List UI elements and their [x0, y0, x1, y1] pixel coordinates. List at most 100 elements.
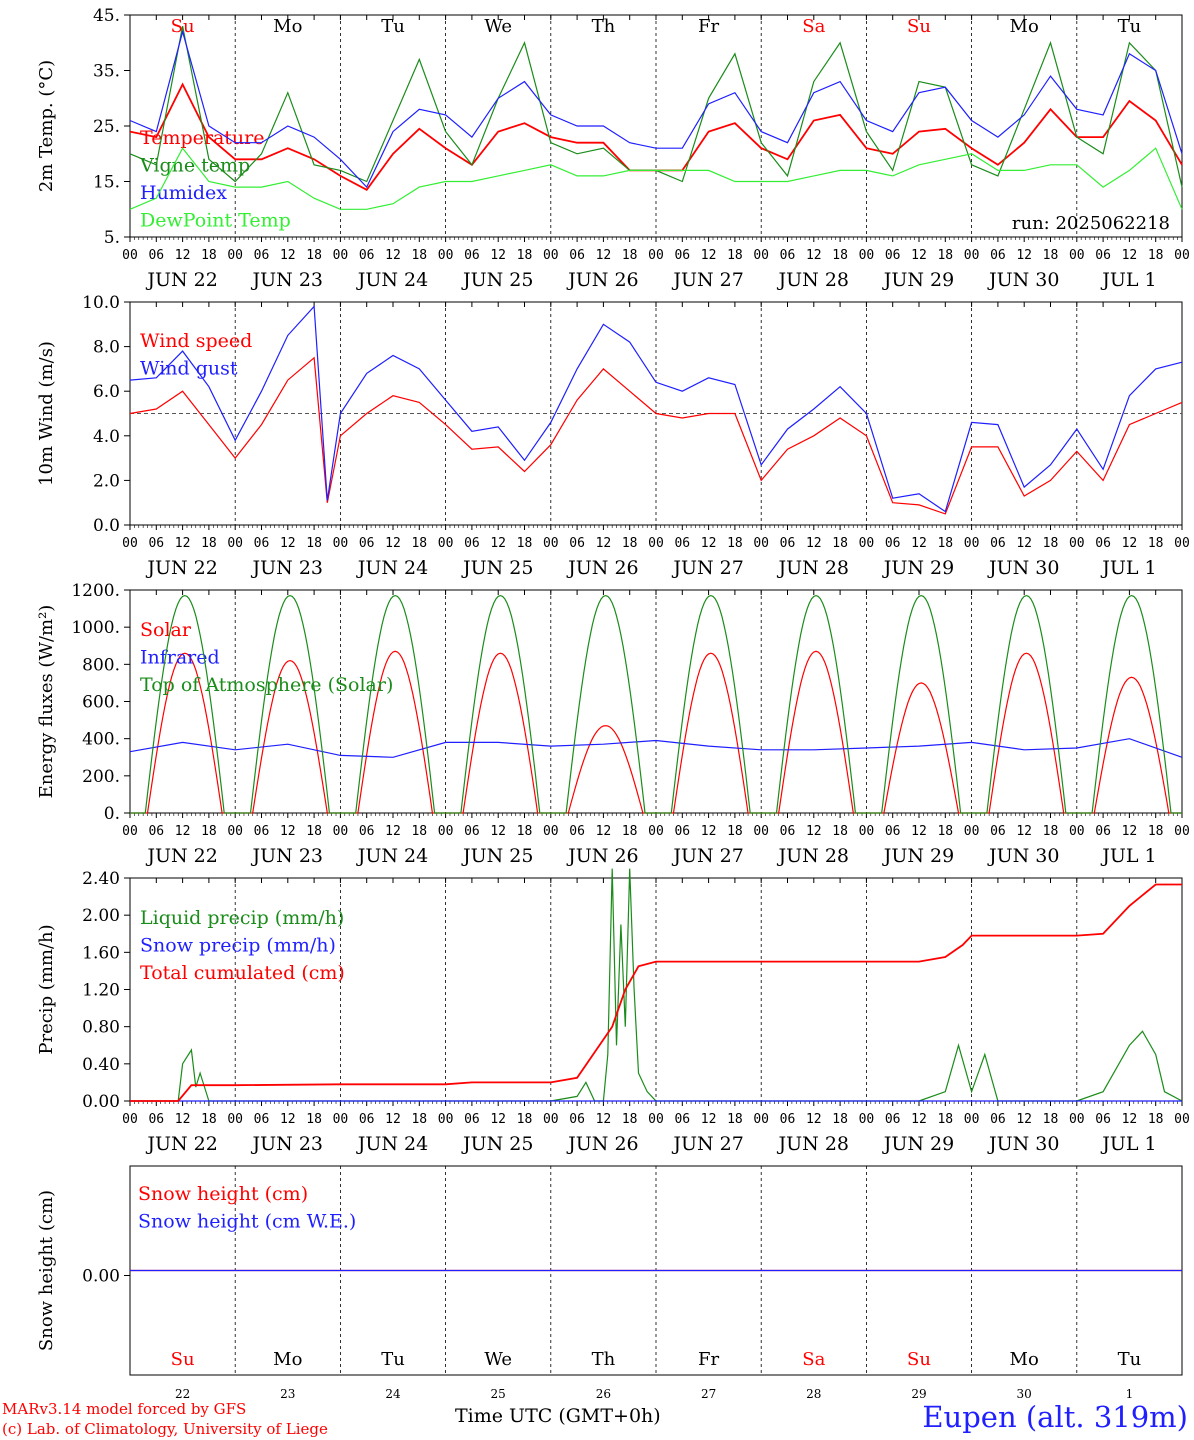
hour-tick-label: 06 — [885, 536, 901, 551]
date-label: JUN 29 — [882, 1133, 954, 1155]
hour-tick-label: 00 — [227, 248, 243, 263]
hour-tick-label: 06 — [990, 1112, 1006, 1127]
hour-tick-label: 00 — [964, 1112, 980, 1127]
hour-tick-label: 00 — [122, 824, 138, 839]
hour-tick-label: 12 — [175, 248, 191, 263]
date-label: JUN 22 — [145, 269, 217, 291]
hour-tick-label: 06 — [464, 248, 480, 263]
hour-tick-label: 00 — [122, 1112, 138, 1127]
hour-tick-label: 18 — [727, 248, 743, 263]
y-axis-label: 10m Wind (m/s) — [36, 341, 57, 486]
weekday-label: Fr — [698, 16, 719, 37]
hour-tick-label: 06 — [148, 536, 164, 551]
date-label: JUN 23 — [251, 1133, 323, 1155]
date-label: JUN 28 — [777, 557, 849, 579]
hour-tick-label: 18 — [937, 536, 953, 551]
hour-tick-label: 18 — [832, 248, 848, 263]
hour-tick-label: 00 — [753, 248, 769, 263]
date-label: JUN 23 — [251, 557, 323, 579]
hour-tick-label: 12 — [385, 824, 401, 839]
hour-tick-label: 00 — [543, 824, 559, 839]
hour-tick-label: 00 — [1069, 536, 1085, 551]
date-label: JUN 30 — [987, 845, 1059, 867]
hour-tick-label: 06 — [885, 824, 901, 839]
hour-tick-label: 06 — [359, 1112, 375, 1127]
hour-tick-label: 06 — [569, 536, 585, 551]
date-label: JUL 1 — [1100, 845, 1156, 867]
y-tick-label: 2.40 — [82, 869, 120, 889]
weekday-label: Mo — [273, 16, 302, 37]
hour-tick-label: 18 — [937, 248, 953, 263]
series-line-humidex — [129, 29, 1183, 189]
hour-tick-label: 12 — [596, 1112, 612, 1127]
y-tick-label: 35. — [93, 62, 120, 82]
hour-tick-label: 12 — [1122, 1112, 1138, 1127]
hour-tick-label: 12 — [1016, 536, 1032, 551]
y-axis-label: Precip (mm/h) — [36, 924, 57, 1054]
hour-tick-label: 12 — [596, 248, 612, 263]
hour-tick-label: 18 — [622, 824, 638, 839]
day-number: 29 — [911, 1387, 926, 1401]
weekday-label: Th — [592, 16, 616, 37]
date-label: JUN 25 — [461, 1133, 533, 1155]
hour-tick-label: 12 — [175, 824, 191, 839]
day-number: 24 — [385, 1387, 401, 1401]
hour-tick-label: 18 — [1043, 536, 1059, 551]
hour-tick-label: 18 — [411, 536, 427, 551]
hour-tick-label: 06 — [780, 1112, 796, 1127]
hour-tick-label: 06 — [674, 1112, 690, 1127]
hour-tick-label: 06 — [990, 824, 1006, 839]
hour-tick-label: 12 — [280, 248, 296, 263]
date-label: JUN 22 — [145, 1133, 217, 1155]
date-label: JUN 24 — [356, 557, 428, 579]
weekday-label: Su — [907, 1349, 931, 1370]
hour-tick-label: 18 — [201, 248, 217, 263]
hour-tick-label: 12 — [701, 248, 717, 263]
hour-tick-label: 00 — [859, 1112, 875, 1127]
hour-tick-label: 00 — [1174, 248, 1190, 263]
hour-tick-label: 18 — [832, 1112, 848, 1127]
date-label: JUN 28 — [777, 269, 849, 291]
hour-tick-label: 12 — [701, 536, 717, 551]
hour-tick-label: 00 — [543, 248, 559, 263]
hour-tick-label: 00 — [438, 824, 454, 839]
hour-tick-label: 18 — [411, 824, 427, 839]
weekday-label: We — [484, 1349, 512, 1370]
date-label: JUN 24 — [356, 845, 428, 867]
hour-tick-label: 18 — [517, 536, 533, 551]
hour-tick-label: 18 — [201, 536, 217, 551]
hour-tick-label: 06 — [1095, 824, 1111, 839]
weekday-label: Tu — [1118, 16, 1142, 37]
hour-tick-label: 06 — [780, 824, 796, 839]
hour-tick-label: 00 — [543, 1112, 559, 1127]
day-number: 30 — [1017, 1387, 1032, 1401]
credit-line-2: (c) Lab. of Climatology, University of L… — [2, 1420, 328, 1438]
hour-tick-label: 06 — [254, 536, 270, 551]
y-tick-label: 1000. — [71, 618, 120, 638]
hour-tick-label: 18 — [411, 1112, 427, 1127]
hour-tick-label: 06 — [885, 1112, 901, 1127]
hour-tick-label: 12 — [1016, 824, 1032, 839]
legend-entry: Infrared — [140, 647, 220, 669]
hour-tick-label: 06 — [359, 536, 375, 551]
hour-tick-label: 06 — [1095, 536, 1111, 551]
hour-tick-label: 18 — [1043, 824, 1059, 839]
hour-tick-label: 00 — [753, 536, 769, 551]
hour-tick-label: 00 — [859, 248, 875, 263]
hour-tick-label: 18 — [306, 824, 322, 839]
hour-tick-label: 00 — [227, 536, 243, 551]
date-label: JUN 24 — [356, 1133, 428, 1155]
hour-tick-label: 06 — [780, 536, 796, 551]
hour-tick-label: 18 — [306, 248, 322, 263]
hour-tick-label: 12 — [911, 536, 927, 551]
hour-tick-label: 18 — [306, 536, 322, 551]
series-line-total-cumulated-cm- — [130, 883, 1182, 1102]
hour-tick-label: 18 — [1148, 248, 1164, 263]
hour-tick-label: 12 — [806, 824, 822, 839]
hour-tick-label: 06 — [254, 824, 270, 839]
y-tick-label: 45. — [93, 6, 120, 26]
hour-tick-label: 18 — [622, 248, 638, 263]
weekday-label: Tu — [381, 1349, 405, 1370]
hour-tick-label: 12 — [911, 824, 927, 839]
y-axis-label: 2m Temp. (°C) — [36, 60, 57, 192]
